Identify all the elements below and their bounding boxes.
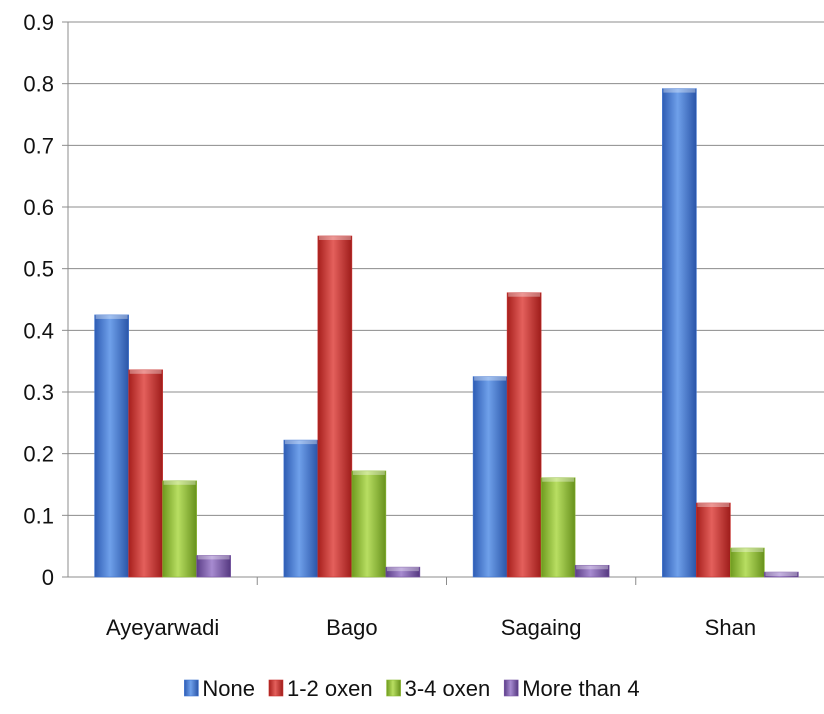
bar-ayeyarwadi-series-0 [94, 314, 129, 578]
y-tick-label: 0.9 [23, 10, 54, 35]
y-tick-label: 0 [42, 565, 54, 590]
bar-sagaing-series-0 [472, 376, 508, 578]
x-category-label: Sagaing [501, 615, 582, 640]
y-tick-label: 0.3 [23, 380, 54, 405]
y-tick-label: 0.4 [23, 318, 54, 343]
legend-swatch [268, 679, 284, 697]
bar-highlight [129, 369, 162, 374]
bar-highlight [576, 565, 609, 570]
bar-ayeyarwadi-series-2 [162, 480, 197, 578]
bar-highlight [474, 376, 507, 381]
bar-highlight [284, 440, 317, 445]
bar-sagaing-series-3 [574, 564, 610, 578]
legend-item-1: 1-2 oxen [268, 676, 373, 701]
legend-item-0: None [184, 676, 255, 701]
grid-lines [68, 21, 824, 516]
x-category-label: Ayeyarwadi [106, 615, 219, 640]
bar-shan-series-3 [764, 571, 799, 578]
y-tick-label: 0.8 [23, 72, 54, 97]
bar-highlight [352, 470, 385, 475]
bar-highlight [318, 235, 351, 240]
legend-label: More than 4 [522, 676, 639, 701]
y-tick-label: 0.6 [23, 195, 54, 220]
y-tick-label: 0.7 [23, 133, 54, 158]
legend-item-2: 3-4 oxen [386, 676, 491, 701]
bars [94, 88, 799, 578]
y-tick-label: 0.1 [23, 503, 54, 528]
bar-highlight [386, 567, 419, 572]
bar-shan-series-0 [662, 88, 697, 578]
legend-item-3: More than 4 [503, 676, 640, 701]
bar-highlight [542, 477, 575, 482]
legend-label: None [202, 676, 255, 701]
bar-highlight [197, 555, 230, 560]
bar-bago-series-1 [317, 235, 353, 578]
legend: None 1-2 oxen 3-4 oxen More than 4 [184, 676, 640, 701]
bar-highlight [697, 503, 730, 507]
bar-bago-series-0 [283, 439, 319, 578]
bar-shan-series-1 [696, 502, 731, 578]
bar-highlight [765, 572, 798, 577]
legend-swatch [386, 679, 401, 697]
bar-sagaing-series-1 [506, 292, 542, 578]
legend-swatch [184, 679, 199, 697]
bar-bago-series-3 [385, 566, 421, 578]
legend-label: 3-4 oxen [405, 676, 491, 701]
y-axis-ticks: 0 0.1 0.2 0.3 0.4 0.5 0.6 0.7 0.8 0.9 [23, 10, 68, 590]
bar-bago-series-2 [351, 470, 387, 578]
bar-highlight [508, 292, 541, 297]
x-axis-category-labels: Ayeyarwadi Bago Sagaing Shan [106, 615, 756, 640]
bar-ayeyarwadi-series-3 [196, 555, 231, 578]
legend-swatch [503, 679, 519, 697]
bar-highlight [731, 548, 764, 553]
legend-label: 1-2 oxen [287, 676, 373, 701]
bar-highlight [663, 88, 696, 93]
bar-shan-series-2 [730, 547, 765, 578]
bar-sagaing-series-2 [540, 477, 576, 578]
bar-highlight [163, 480, 196, 485]
y-tick-label: 0.5 [23, 257, 54, 282]
bar-highlight [95, 314, 128, 319]
x-category-label: Bago [326, 615, 377, 640]
bar-ayeyarwadi-series-1 [128, 369, 163, 578]
x-category-label: Shan [705, 615, 756, 640]
y-tick-label: 0.2 [23, 442, 54, 467]
